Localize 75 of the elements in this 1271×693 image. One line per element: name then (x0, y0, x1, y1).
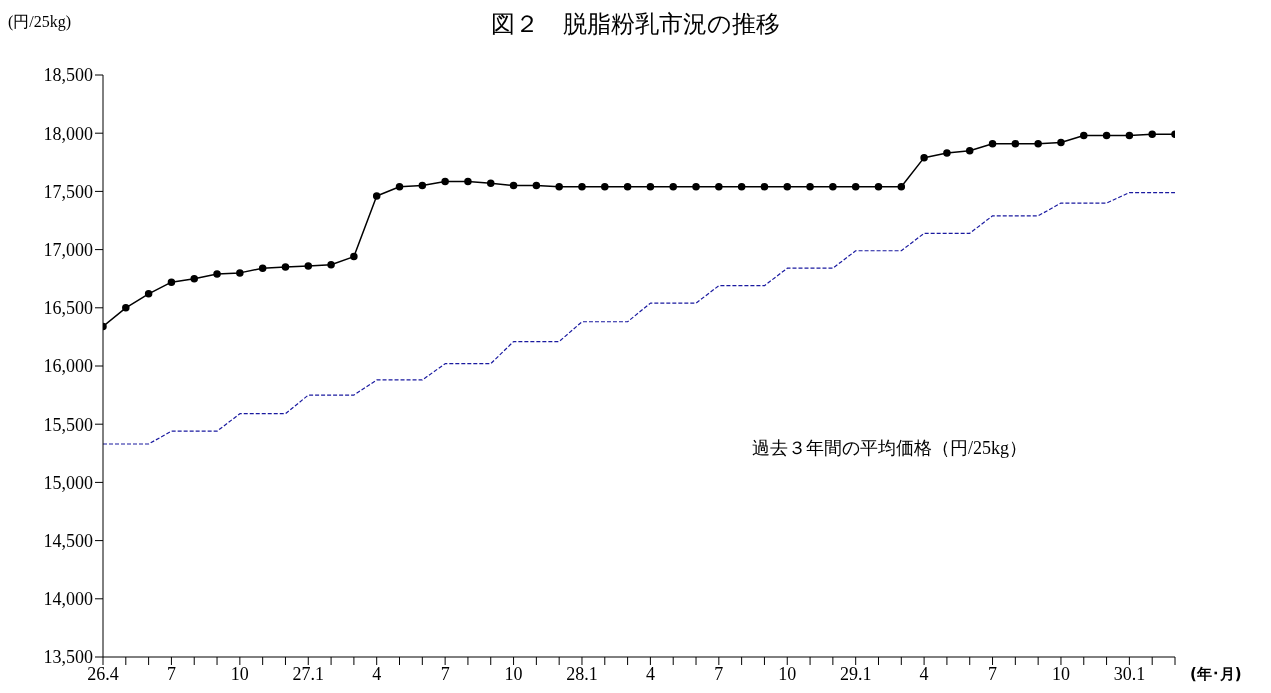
point (669, 182, 677, 191)
point (1148, 130, 1156, 139)
point (737, 182, 746, 191)
point (144, 290, 153, 298)
y-tick-label: 16,000 (43, 356, 93, 377)
y-axis-title: (円/25kg) (8, 12, 72, 33)
y-tick-label: 14,000 (43, 589, 93, 610)
point (646, 182, 655, 191)
point (897, 182, 906, 191)
point (760, 182, 769, 191)
point (578, 182, 586, 191)
x-tick-label: 7 (440, 663, 450, 684)
point (281, 263, 290, 271)
x-tick-label: 27.1 (292, 663, 325, 684)
point (236, 269, 244, 277)
x-tick-label: 30.1 (1113, 663, 1146, 684)
point (715, 182, 723, 191)
point (372, 192, 381, 200)
point (350, 252, 358, 261)
point (555, 182, 563, 191)
point (1034, 139, 1042, 148)
point (851, 182, 860, 191)
y-tick-label: 15,000 (43, 472, 93, 493)
x-tick-label: 10 (778, 663, 797, 684)
y-tick-label: 17,000 (43, 239, 93, 260)
x-tick-label: 7 (714, 663, 724, 684)
point (418, 181, 427, 190)
point (213, 270, 221, 278)
x-tick-label: 10 (504, 663, 523, 684)
point (943, 149, 951, 157)
point (806, 182, 814, 191)
point (532, 181, 541, 190)
text: 過去３年間の平均価格（円/25kg） (752, 437, 1028, 460)
point (1011, 139, 1020, 148)
point (988, 139, 997, 148)
y-tick-label: 16,500 (43, 298, 93, 319)
point (692, 182, 700, 191)
y-tick-label: 17,500 (43, 181, 93, 202)
point (464, 177, 472, 186)
point (190, 274, 198, 283)
point (1080, 131, 1088, 140)
point (441, 177, 449, 186)
x-tick-label: 4 (919, 663, 929, 684)
point (920, 153, 928, 162)
point (1125, 131, 1134, 140)
y-tick-label: 14,500 (43, 530, 93, 551)
point (783, 182, 792, 191)
y-tick-label: 18,000 (43, 123, 93, 144)
point (1102, 131, 1111, 140)
point (829, 182, 837, 191)
point (395, 182, 404, 191)
point (167, 278, 176, 286)
point (487, 179, 495, 187)
x-tick-label: 10 (1051, 663, 1070, 684)
point (965, 146, 974, 155)
point (623, 182, 632, 191)
point (327, 260, 335, 269)
chart-title: 図２ 脱脂粉乳市況の推移 (491, 11, 780, 37)
x-tick-label: 28.1 (566, 663, 598, 684)
x-tick-label: 4 (645, 663, 655, 684)
point (122, 304, 130, 312)
point (304, 262, 313, 270)
x-tick-label: 29.1 (839, 663, 872, 684)
point (258, 264, 267, 272)
x-tick-label: 10 (230, 663, 249, 684)
y-tick-label: 15,500 (43, 414, 93, 435)
x-tick-label: 7 (166, 663, 176, 684)
x-tick-label: 7 (988, 663, 998, 684)
y-tick-label: 18,500 (43, 65, 93, 86)
point (601, 182, 609, 191)
point (1057, 138, 1065, 147)
x-axis-title: (年･月) (1190, 665, 1242, 684)
x-tick-label: 4 (372, 663, 382, 684)
point (874, 182, 883, 191)
point (509, 181, 518, 190)
